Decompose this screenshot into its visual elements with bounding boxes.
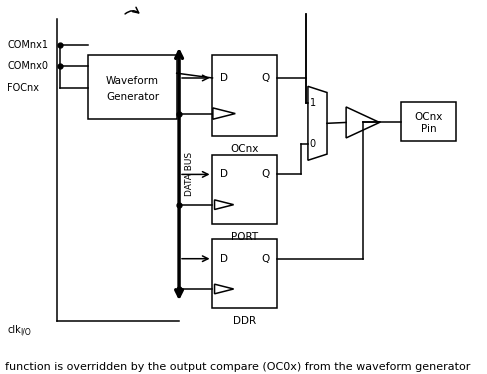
Bar <box>89 55 177 119</box>
Text: Q: Q <box>261 73 269 83</box>
Text: D: D <box>220 254 228 264</box>
Text: Q: Q <box>261 169 269 180</box>
Text: clk: clk <box>7 325 21 335</box>
Text: Pin: Pin <box>421 124 436 134</box>
Text: OCnx: OCnx <box>414 112 443 122</box>
Text: PORT: PORT <box>231 232 258 242</box>
Text: I/O: I/O <box>20 328 31 337</box>
Polygon shape <box>215 284 234 294</box>
Text: DATA BUS: DATA BUS <box>185 152 194 196</box>
Text: 1: 1 <box>310 98 316 108</box>
Bar <box>401 102 456 141</box>
Text: OCnx: OCnx <box>230 144 259 154</box>
Bar <box>212 239 277 308</box>
Polygon shape <box>346 107 379 138</box>
Text: Generator: Generator <box>106 92 159 102</box>
Text: COMnx1: COMnx1 <box>7 40 48 50</box>
Text: COMnx0: COMnx0 <box>7 61 48 71</box>
Text: D: D <box>220 73 228 83</box>
Bar <box>212 155 277 224</box>
Polygon shape <box>215 200 234 209</box>
Polygon shape <box>213 108 235 119</box>
Text: DDR: DDR <box>233 316 256 326</box>
Text: Q: Q <box>261 254 269 264</box>
Text: 0: 0 <box>310 139 316 149</box>
Text: Waveform: Waveform <box>106 76 159 86</box>
Text: function is overridden by the output compare (OC0x) from the waveform generator: function is overridden by the output com… <box>5 362 470 372</box>
Text: FOCnx: FOCnx <box>7 83 39 93</box>
Polygon shape <box>308 86 327 160</box>
Text: D: D <box>220 169 228 180</box>
Bar <box>212 55 277 136</box>
